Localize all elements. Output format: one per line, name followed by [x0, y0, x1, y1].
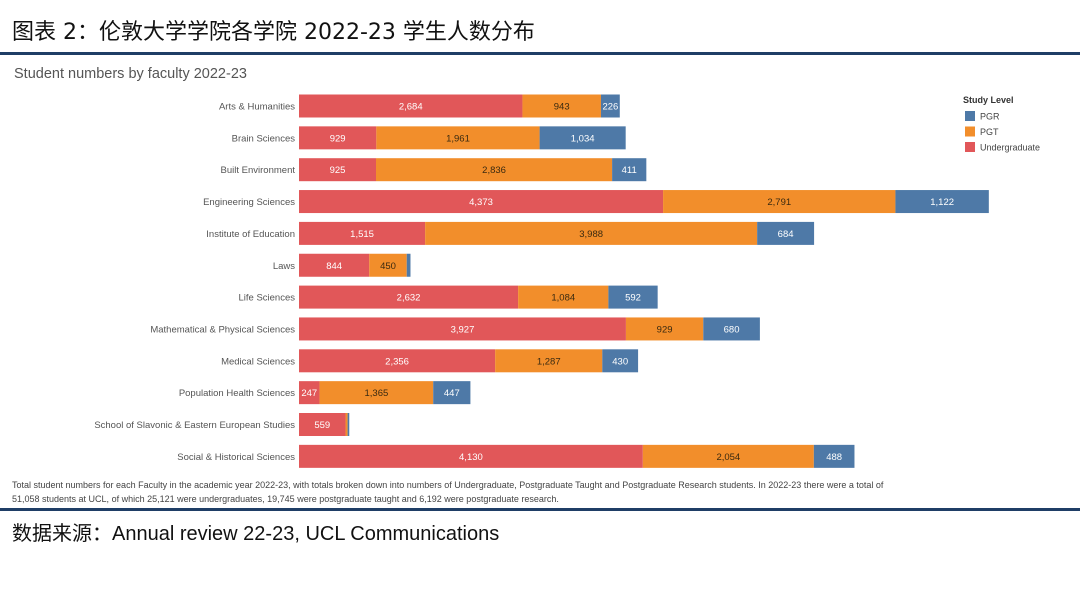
value-label-undergraduate-school-of-slavonic-and-eastern-european-studies: 559 — [314, 420, 330, 431]
value-label-pgt-institute-of-education: 3,988 — [579, 229, 603, 240]
category-label-life-sciences: Life Sciences — [238, 293, 295, 304]
value-label-pgr-mathematical-and-physical-sciences: 680 — [724, 324, 740, 335]
bar-undergraduate-mathematical-and-physical-sciences — [299, 317, 626, 341]
bar-pgr-school-of-slavonic-and-eastern-european-studies — [347, 413, 350, 436]
value-label-undergraduate-institute-of-education: 1,515 — [350, 229, 374, 240]
bar-pgr-population-health-sciences — [433, 381, 471, 405]
bar-undergraduate-social-and-historical-sciences — [299, 444, 643, 468]
bar-pgr-medical-sciences — [602, 349, 639, 373]
value-label-undergraduate-arts-and-humanities: 2,684 — [399, 102, 423, 113]
bar-pgr-arts-and-humanities — [600, 94, 620, 118]
bar-pgr-life-sciences — [608, 285, 658, 309]
bar-undergraduate-laws — [299, 253, 370, 277]
bottom-divider — [0, 508, 1080, 511]
category-label-population-health-sciences: Population Health Sciences — [179, 388, 295, 399]
bar-pgr-brain-sciences — [539, 126, 626, 150]
bar-undergraduate-built-environment — [299, 158, 377, 182]
bar-pgr-institute-of-education — [757, 221, 815, 245]
bar-undergraduate-school-of-slavonic-and-eastern-european-studies — [299, 413, 346, 436]
bar-pgr-social-and-historical-sciences — [813, 444, 855, 468]
bar-undergraduate-population-health-sciences — [299, 381, 320, 405]
bar-pgr-mathematical-and-physical-sciences — [703, 317, 760, 341]
category-label-built-environment: Built Environment — [221, 165, 296, 176]
bar-pgr-built-environment — [612, 158, 647, 182]
bar-undergraduate-medical-sciences — [299, 349, 496, 373]
bar-pgt-medical-sciences — [495, 349, 603, 373]
bar-pgt-brain-sciences — [376, 126, 540, 150]
value-label-pgt-brain-sciences: 1,961 — [446, 133, 470, 144]
chart-title: Student numbers by faculty 2022-23 — [14, 66, 247, 82]
bars-group: Arts & Humanities 2,684 943 226 Brain Scienc… — [94, 94, 989, 468]
category-label-institute-of-education: Institute of Education — [206, 229, 295, 240]
category-label-brain-sciences: Brain Sciences — [232, 133, 296, 144]
bar-pgt-laws — [369, 253, 407, 277]
value-label-pgt-population-health-sciences: 1,365 — [364, 388, 388, 399]
legend-label-undergraduate: Undergraduate — [980, 143, 1040, 153]
category-label-mathematical-and-physical-sciences: Mathematical & Physical Sciences — [150, 324, 295, 335]
value-label-undergraduate-engineering-sciences: 4,373 — [469, 197, 493, 208]
category-label-school-of-slavonic-and-eastern-european-studies: School of Slavonic & Eastern European St… — [94, 420, 295, 431]
bar-pgt-school-of-slavonic-and-eastern-european-studies — [345, 413, 348, 436]
value-label-undergraduate-medical-sciences: 2,356 — [385, 356, 409, 367]
value-label-pgr-engineering-sciences: 1,122 — [930, 197, 954, 208]
value-label-pgr-brain-sciences: 1,034 — [571, 133, 595, 144]
value-label-undergraduate-built-environment: 925 — [330, 165, 346, 176]
bar-pgt-life-sciences — [518, 285, 609, 309]
legend-swatch-pgr — [965, 111, 975, 121]
legend-label-pgr: PGR — [980, 112, 1000, 122]
bar-undergraduate-life-sciences — [299, 285, 519, 309]
value-label-pgt-built-environment: 2,836 — [482, 165, 506, 176]
value-label-pgr-social-and-historical-sciences: 488 — [826, 452, 842, 463]
legend-title: Study Level — [963, 95, 1014, 105]
value-label-pgr-arts-and-humanities: 226 — [602, 102, 618, 113]
value-label-undergraduate-mathematical-and-physical-sciences: 3,927 — [451, 324, 475, 335]
chart-caption-line-1: Total student numbers for each Faculty i… — [12, 480, 884, 490]
chart-caption-line-2: 51,058 students at UCL, of which 25,121 … — [12, 494, 559, 504]
legend-label-pgt: PGT — [980, 127, 999, 137]
value-label-pgt-medical-sciences: 1,287 — [537, 356, 561, 367]
value-label-undergraduate-social-and-historical-sciences: 4,130 — [459, 452, 483, 463]
figure-source: 数据来源：Annual review 22-23, UCL Communicat… — [12, 523, 500, 545]
value-label-pgt-mathematical-and-physical-sciences: 929 — [657, 324, 673, 335]
value-label-undergraduate-life-sciences: 2,632 — [397, 293, 421, 304]
value-label-undergraduate-laws: 844 — [326, 261, 342, 272]
bar-pgt-arts-and-humanities — [522, 94, 601, 118]
category-label-medical-sciences: Medical Sciences — [221, 356, 295, 367]
bar-undergraduate-engineering-sciences — [299, 190, 664, 214]
value-label-pgr-population-health-sciences: 447 — [444, 388, 460, 399]
value-label-pgr-built-environment: 411 — [622, 165, 637, 176]
bar-pgt-engineering-sciences — [663, 190, 896, 214]
bar-undergraduate-arts-and-humanities — [299, 94, 523, 118]
value-label-undergraduate-population-health-sciences: 247 — [301, 388, 317, 399]
value-label-pgt-life-sciences: 1,084 — [551, 293, 575, 304]
value-label-pgt-engineering-sciences: 2,791 — [767, 197, 791, 208]
value-label-pgr-life-sciences: 592 — [625, 293, 641, 304]
legend: Study Level PGR PGT Undergraduate — [963, 95, 1040, 153]
bar-undergraduate-institute-of-education — [299, 221, 426, 245]
legend-swatch-pgt — [965, 126, 975, 137]
category-label-arts-and-humanities: Arts & Humanities — [219, 102, 295, 113]
bar-pgt-mathematical-and-physical-sciences — [625, 317, 704, 341]
bar-pgt-built-environment — [376, 158, 613, 182]
value-label-pgr-medical-sciences: 430 — [612, 356, 628, 367]
bar-pgr-engineering-sciences — [895, 190, 989, 214]
bar-pgt-institute-of-education — [425, 221, 758, 245]
top-divider — [0, 52, 1080, 55]
value-label-pgr-institute-of-education: 684 — [778, 229, 794, 240]
value-label-pgt-social-and-historical-sciences: 2,054 — [716, 452, 740, 463]
value-label-undergraduate-brain-sciences: 929 — [330, 133, 346, 144]
value-label-pgt-arts-and-humanities: 943 — [554, 102, 570, 113]
bar-pgt-population-health-sciences — [319, 381, 434, 405]
category-label-laws: Laws — [273, 261, 295, 272]
stacked-bar-chart: Student numbers by faculty 2022-23 Arts … — [12, 66, 1040, 504]
value-label-pgt-laws: 450 — [380, 261, 396, 272]
figure-title: 图表 2：伦敦大学学院各学院 2022-23 学生人数分布 — [12, 20, 535, 45]
category-label-engineering-sciences: Engineering Sciences — [203, 197, 295, 208]
bar-pgt-social-and-historical-sciences — [642, 444, 814, 468]
legend-swatch-undergraduate — [965, 142, 975, 152]
bar-undergraduate-brain-sciences — [299, 126, 377, 150]
category-label-social-and-historical-sciences: Social & Historical Sciences — [177, 452, 295, 463]
bar-pgr-laws — [406, 253, 411, 277]
